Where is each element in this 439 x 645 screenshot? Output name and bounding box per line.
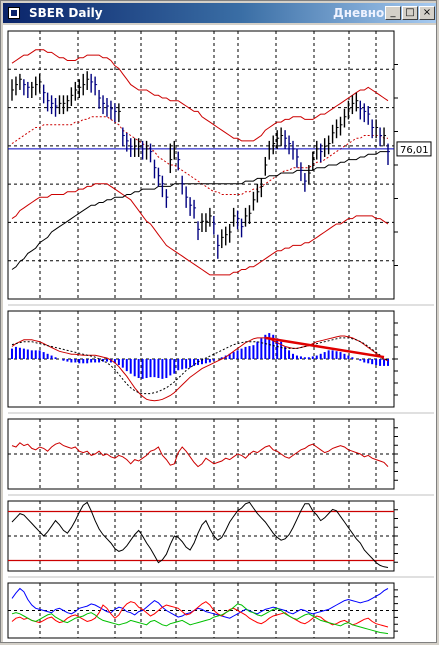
black-oscillator-line xyxy=(11,501,389,568)
dmi-line-0 xyxy=(11,587,389,619)
bollinger-upper-line xyxy=(11,49,389,142)
maximize-button[interactable]: □ xyxy=(402,6,418,20)
title-bar[interactable]: SBER Daily Дневной _ □ × xyxy=(3,3,436,23)
red-oscillator-line xyxy=(11,442,389,468)
price-label: 76,01 xyxy=(400,145,429,156)
price-label-box xyxy=(396,141,432,157)
window-title: SBER Daily xyxy=(29,6,103,20)
moving-average-line xyxy=(11,151,388,270)
macd-trendline xyxy=(265,336,385,359)
chart-area[interactable]: 76,01 xyxy=(3,25,436,642)
dmi-line-1 xyxy=(11,601,389,628)
macd-signal-line xyxy=(11,337,389,395)
chart-app-icon[interactable] xyxy=(8,7,20,19)
close-button[interactable]: × xyxy=(419,6,435,20)
bollinger-lower-line xyxy=(11,183,389,276)
bollinger-middle-line xyxy=(11,116,388,195)
chart-canvas[interactable]: 76,01 xyxy=(3,25,436,642)
minimize-button[interactable]: _ xyxy=(385,6,401,20)
dmi-line-2 xyxy=(11,603,389,635)
timeframe-label: Дневной xyxy=(333,6,393,20)
macd-line xyxy=(11,335,389,402)
